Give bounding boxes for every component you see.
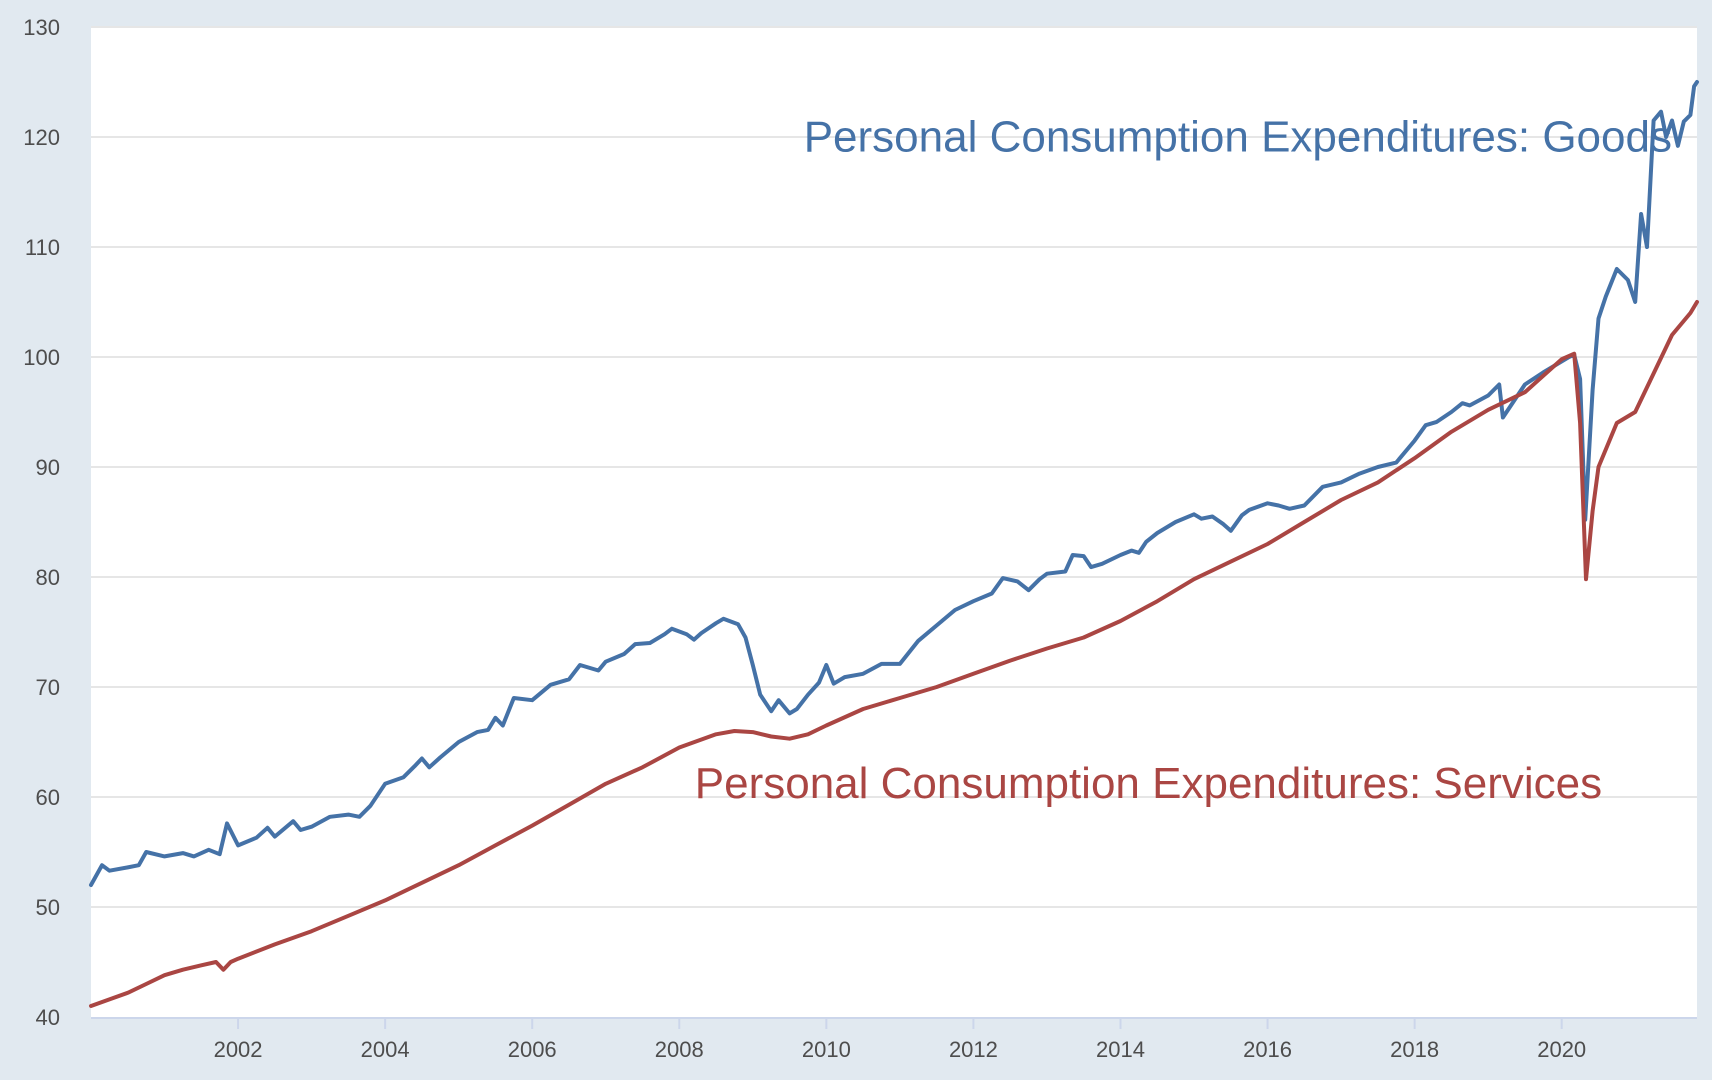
- y-tick-label: 80: [36, 565, 60, 590]
- x-tick-label: 2002: [214, 1037, 263, 1062]
- x-tick-label: 2020: [1537, 1037, 1586, 1062]
- y-tick-label: 110: [25, 235, 60, 260]
- grid-lines: [91, 26, 1697, 908]
- goods-series-label: Personal Consumption Expenditures: Goods: [804, 112, 1672, 161]
- x-tick-label: 2014: [1096, 1037, 1145, 1062]
- y-tick-label: 40: [36, 1005, 60, 1030]
- y-tick-label: 130: [23, 15, 60, 40]
- plot-area: [91, 27, 1697, 1017]
- series-lines: [89, 80, 1699, 1008]
- x-tick-label: 2010: [802, 1037, 851, 1062]
- services-series-label: Personal Consumption Expenditures: Servi…: [695, 759, 1602, 808]
- y-tick-label: 90: [36, 455, 60, 480]
- x-tick-label: 2016: [1243, 1037, 1292, 1062]
- y-tick-label: 60: [36, 785, 60, 810]
- y-tick-label: 50: [36, 895, 60, 920]
- x-tick-label: 2008: [655, 1037, 704, 1062]
- services-series-line: [89, 300, 1699, 1008]
- x-tick-label: 2004: [361, 1037, 410, 1062]
- y-tick-label: 120: [23, 125, 60, 150]
- annotations: Personal Consumption Expenditures: Goods…: [695, 112, 1672, 808]
- x-tick-label: 2006: [508, 1037, 557, 1062]
- x-tick-label: 2018: [1390, 1037, 1439, 1062]
- axes: 40 50 60 70 80 90 100 110 120 130 2002 2004 2006 2008…: [23, 15, 1697, 1062]
- x-tick-label: 2012: [949, 1037, 998, 1062]
- y-tick-label: 100: [23, 345, 60, 370]
- y-tick-label: 70: [36, 675, 60, 700]
- goods-series-line: [89, 80, 1699, 887]
